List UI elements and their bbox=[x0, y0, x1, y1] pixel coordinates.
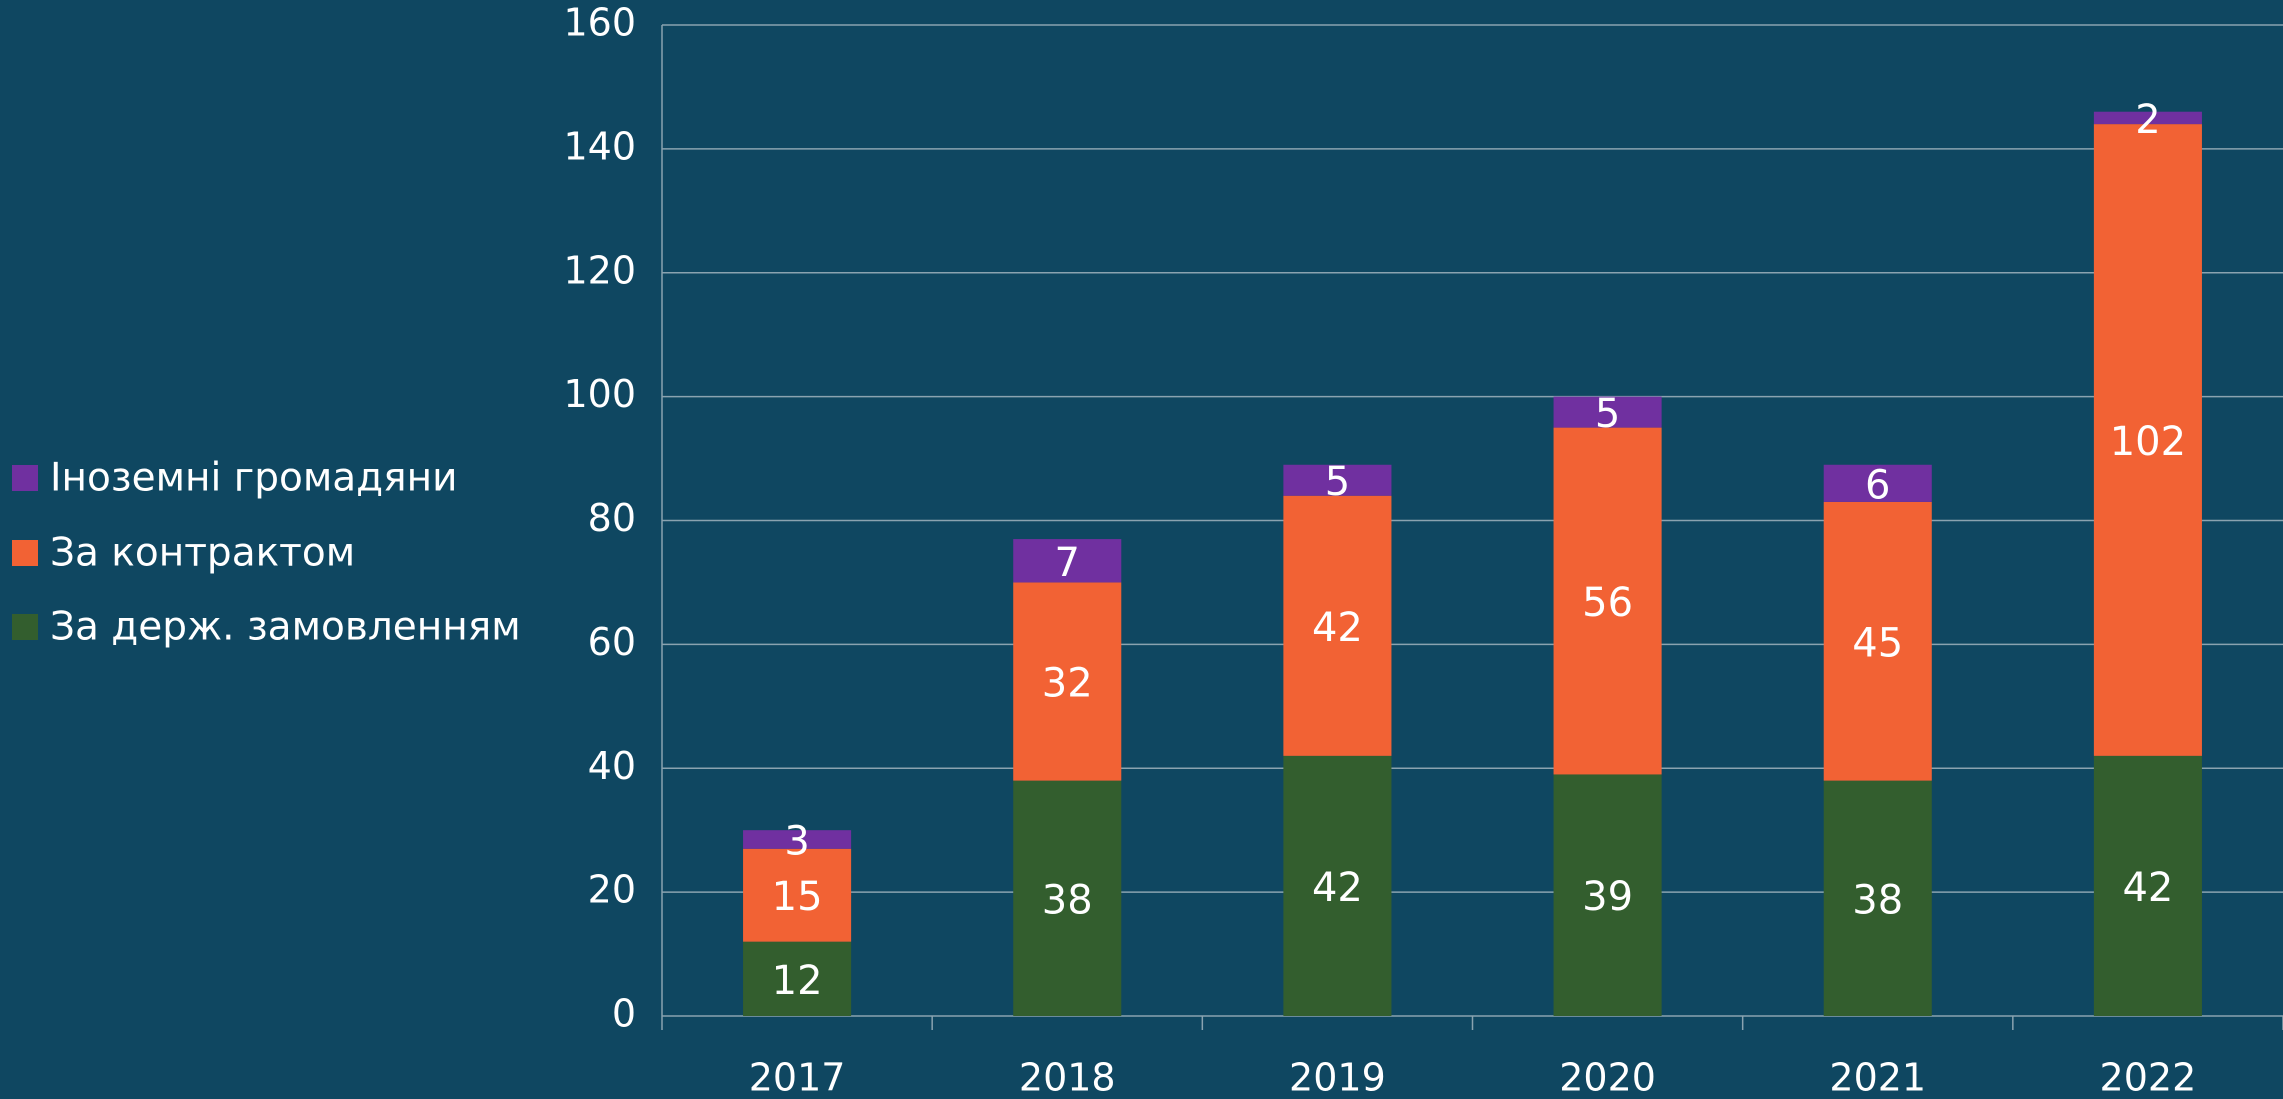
data-label: 45 bbox=[1852, 620, 1903, 666]
bar-segment bbox=[1013, 582, 1122, 781]
x-tick-label: 2021 bbox=[1829, 1056, 1926, 1099]
y-tick-label: 20 bbox=[588, 868, 636, 912]
legend-swatch bbox=[12, 614, 38, 640]
bar-segment bbox=[743, 941, 852, 1016]
data-label: 12 bbox=[772, 958, 823, 1004]
y-tick-label: 0 bbox=[612, 992, 636, 1036]
data-label: 39 bbox=[1582, 874, 1633, 920]
legend-swatch bbox=[12, 465, 38, 491]
bar-segment bbox=[1283, 464, 1392, 496]
bar-segment bbox=[1283, 755, 1392, 1016]
bar-segment bbox=[1013, 539, 1122, 583]
bar-segment bbox=[1013, 780, 1122, 1016]
bar-segment bbox=[1823, 501, 1932, 781]
data-label: 42 bbox=[1312, 605, 1363, 651]
bar-segment bbox=[1553, 774, 1662, 1016]
y-tick-label: 100 bbox=[563, 372, 636, 416]
legend-label: За держ. замовленням bbox=[50, 605, 521, 650]
bar-segment bbox=[2093, 124, 2202, 756]
x-tick-label: 2022 bbox=[2100, 1056, 2197, 1099]
data-label: 6 bbox=[1865, 462, 1890, 508]
data-label: 7 bbox=[1055, 540, 1080, 586]
data-label: 102 bbox=[2110, 419, 2186, 465]
data-label: 2 bbox=[2135, 97, 2160, 143]
bar-segment bbox=[1283, 495, 1392, 756]
data-label: 3 bbox=[784, 818, 809, 864]
bar-segment bbox=[2093, 111, 2202, 125]
legend-swatch bbox=[12, 540, 38, 566]
data-label: 15 bbox=[772, 874, 823, 920]
legend-label: Іноземні громадяни bbox=[50, 456, 457, 501]
bar-segment bbox=[1553, 396, 1662, 428]
data-label: 38 bbox=[1042, 877, 1093, 923]
bar-segment bbox=[743, 830, 852, 849]
x-tick-label: 2017 bbox=[749, 1056, 846, 1099]
data-label: 5 bbox=[1595, 391, 1620, 437]
data-label: 56 bbox=[1582, 580, 1633, 626]
data-label: 38 bbox=[1852, 877, 1903, 923]
bar-segment bbox=[1823, 780, 1932, 1016]
bar-segment bbox=[743, 848, 852, 942]
x-tick-label: 2018 bbox=[1019, 1056, 1116, 1099]
bar-segment bbox=[1823, 464, 1932, 502]
data-label: 5 bbox=[1325, 459, 1350, 505]
legend-label: За контрактом bbox=[50, 531, 355, 576]
data-label: 42 bbox=[2122, 865, 2173, 911]
y-tick-label: 140 bbox=[563, 124, 636, 168]
data-label: 42 bbox=[1312, 865, 1363, 911]
y-tick-label: 160 bbox=[563, 1, 636, 45]
y-tick-label: 80 bbox=[588, 496, 636, 540]
y-tick-label: 40 bbox=[588, 744, 636, 788]
x-tick-label: 2020 bbox=[1559, 1056, 1656, 1099]
x-tick-label: 2019 bbox=[1289, 1056, 1386, 1099]
bar-segment bbox=[1553, 427, 1662, 775]
data-label: 32 bbox=[1042, 661, 1093, 707]
y-tick-label: 120 bbox=[563, 248, 636, 292]
bar-segment bbox=[2093, 755, 2202, 1016]
y-tick-label: 60 bbox=[588, 620, 636, 664]
